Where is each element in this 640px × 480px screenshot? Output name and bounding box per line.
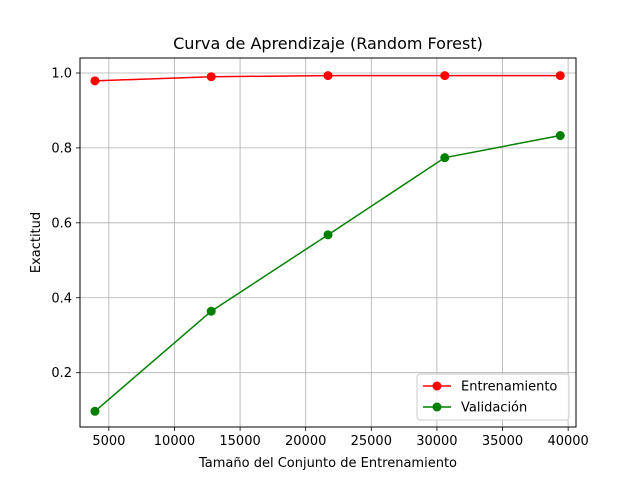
y-tick-label: 0.6 xyxy=(51,216,72,231)
y-tick-label: 1.0 xyxy=(51,66,72,81)
data-point xyxy=(90,76,100,86)
legend-entry-validacion: Validación xyxy=(423,401,527,416)
data-point xyxy=(555,131,565,141)
series-entrenamiento xyxy=(90,71,565,86)
legend: Entrenamiento Validación xyxy=(416,373,570,421)
y-tick-label: 0.8 xyxy=(51,141,72,156)
x-tick-label: 35000 xyxy=(482,434,523,449)
data-point xyxy=(90,406,100,416)
x-tick-label: 15000 xyxy=(219,434,260,449)
x-tick-label: 5000 xyxy=(92,434,125,449)
series-layer xyxy=(90,71,565,416)
data-point xyxy=(555,71,565,81)
x-tick-label: 40000 xyxy=(547,434,588,449)
plot-area-frame xyxy=(79,57,577,428)
y-axis-label: Exactitud xyxy=(29,212,44,273)
data-point xyxy=(206,306,216,316)
x-tick-label: 10000 xyxy=(154,434,195,449)
x-tick-label: 30000 xyxy=(416,434,457,449)
legend-marker-validacion xyxy=(432,402,442,412)
y-tick-label: 0.4 xyxy=(51,291,72,306)
y-tick-label: 0.2 xyxy=(51,366,72,381)
x-tick-label: 25000 xyxy=(351,434,392,449)
chart-title: Curva de Aprendizaje (Random Forest) xyxy=(173,34,483,53)
legend-marker-entrenamiento xyxy=(432,381,442,391)
legend-label-validacion: Validación xyxy=(461,401,527,416)
grid-lines xyxy=(80,58,576,427)
x-tick-label: 20000 xyxy=(285,434,326,449)
legend-box xyxy=(416,373,570,421)
series-validacion xyxy=(90,131,565,416)
data-point xyxy=(440,71,450,81)
axis-ticks: 5000 10000 15000 20000 25000 30000 35000 40000 0… xyxy=(51,66,588,449)
data-point xyxy=(323,71,333,81)
data-point xyxy=(206,72,216,82)
data-point xyxy=(440,153,450,163)
legend-label-entrenamiento: Entrenamiento xyxy=(461,380,557,395)
data-point xyxy=(323,230,333,240)
x-axis-label: Tamaño del Conjunto de Entrenamiento xyxy=(198,456,457,471)
legend-entry-entrenamiento: Entrenamiento xyxy=(423,380,557,395)
